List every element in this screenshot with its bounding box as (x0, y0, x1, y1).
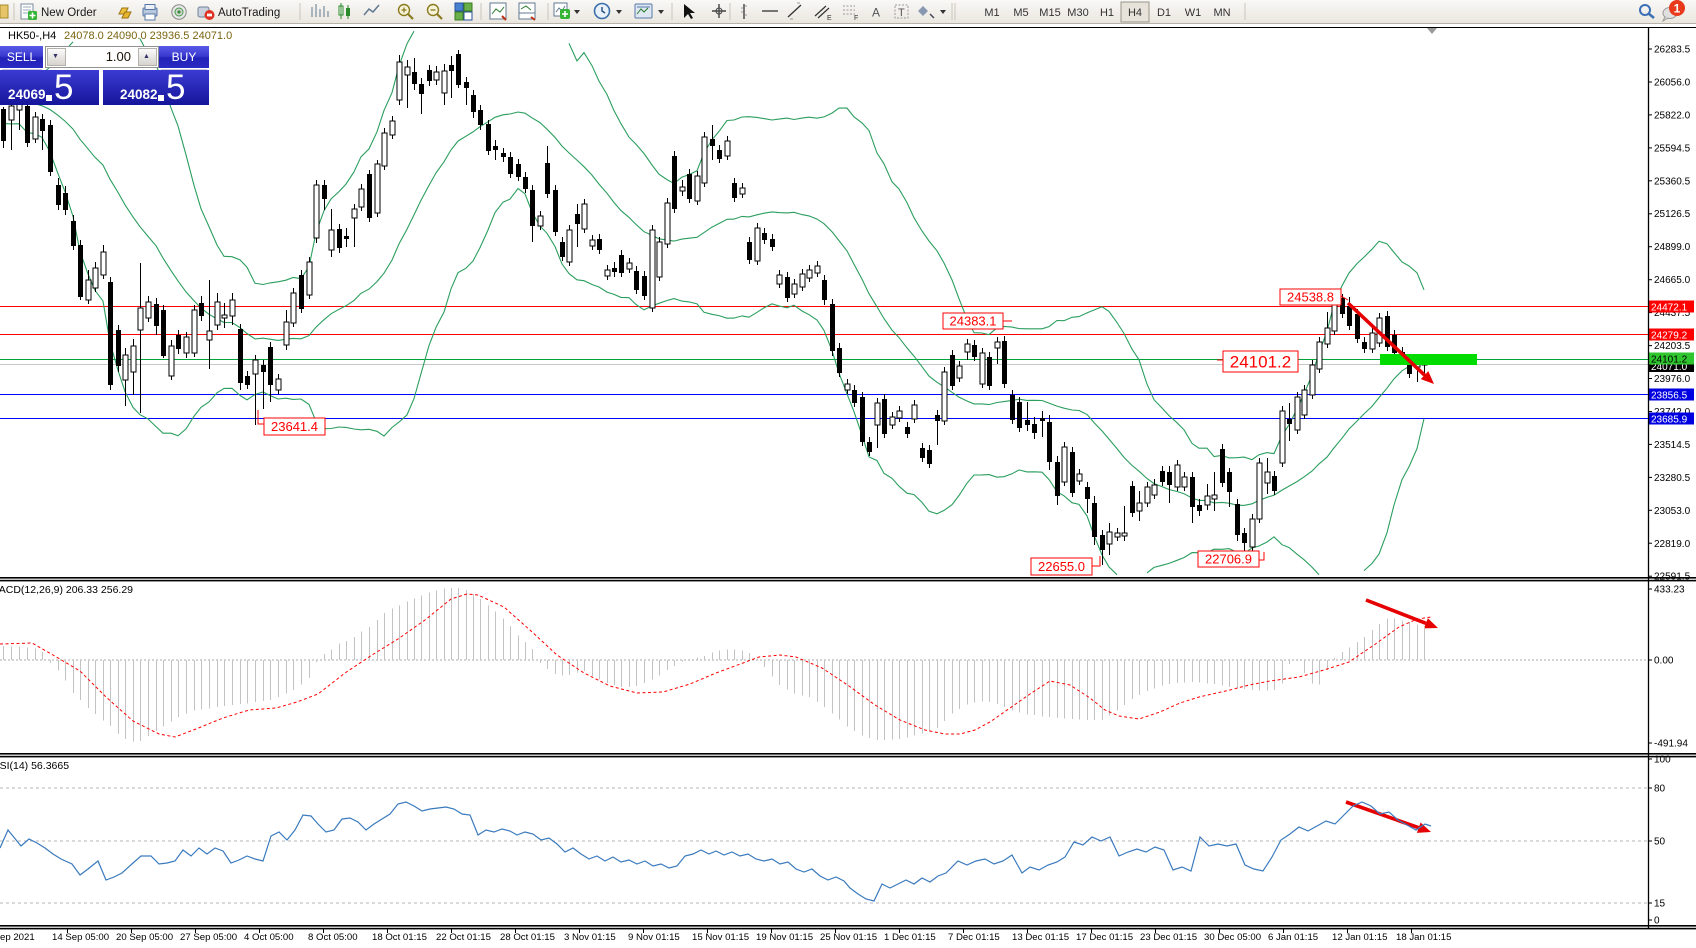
svg-text:13 Dec 01:15: 13 Dec 01:15 (1012, 932, 1069, 943)
svg-text:24665.0: 24665.0 (1654, 275, 1691, 286)
svg-text:14 Sep 05:00: 14 Sep 05:00 (52, 932, 109, 943)
svg-text:18 Oct 01:15: 18 Oct 01:15 (372, 932, 427, 943)
svg-text:23856.5: 23856.5 (1651, 390, 1688, 401)
svg-text:80: 80 (1654, 784, 1666, 795)
svg-text:RSI(14) 56.3665: RSI(14) 56.3665 (0, 760, 69, 772)
svg-text:4 Oct 05:00: 4 Oct 05:00 (244, 932, 294, 943)
svg-text:24538.8: 24538.8 (1287, 290, 1334, 305)
svg-text:25126.5: 25126.5 (1654, 209, 1691, 220)
svg-text:H4: H4 (1128, 7, 1142, 19)
svg-text:MACD(12,26,9) 206.33 256.29: MACD(12,26,9) 206.33 256.29 (0, 584, 133, 596)
svg-text:100: 100 (1654, 755, 1671, 766)
svg-text:AutoTrading: AutoTrading (218, 7, 280, 19)
svg-text:6 Jan 01:15: 6 Jan 01:15 (1268, 932, 1318, 943)
svg-text:9 Nov 01:15: 9 Nov 01:15 (628, 932, 680, 943)
svg-text:1: 1 (1674, 2, 1681, 16)
svg-text:24071.0: 24071.0 (1651, 362, 1688, 373)
svg-text:19 Nov 01:15: 19 Nov 01:15 (756, 932, 813, 943)
svg-text:50: 50 (1654, 837, 1666, 848)
svg-text:24437.5: 24437.5 (1654, 308, 1691, 319)
svg-text:T: T (898, 7, 905, 19)
svg-text:30 Dec 05:00: 30 Dec 05:00 (1204, 932, 1261, 943)
svg-text:0: 0 (1654, 916, 1660, 927)
svg-text:1 Dec 01:15: 1 Dec 01:15 (884, 932, 936, 943)
svg-text:23514.5: 23514.5 (1654, 440, 1691, 451)
svg-text:8 Oct 05:00: 8 Oct 05:00 (308, 932, 358, 943)
svg-text:26283.5: 26283.5 (1654, 45, 1691, 56)
svg-text:M1: M1 (984, 7, 999, 19)
svg-text:25360.5: 25360.5 (1654, 176, 1691, 187)
svg-text:17 Dec 01:15: 17 Dec 01:15 (1076, 932, 1133, 943)
svg-text:7 Dec 01:15: 7 Dec 01:15 (948, 932, 1000, 943)
svg-text:20 Sep 05:00: 20 Sep 05:00 (116, 932, 173, 943)
svg-text:23641.4: 23641.4 (271, 419, 318, 434)
svg-text:23280.5: 23280.5 (1654, 473, 1691, 484)
svg-text:25594.5: 25594.5 (1654, 143, 1691, 154)
svg-text:New Order: New Order (41, 7, 97, 19)
svg-text:W1: W1 (1185, 7, 1202, 19)
svg-text:24101.2: 24101.2 (1230, 353, 1291, 372)
svg-text:433.23: 433.23 (1654, 585, 1685, 596)
svg-text:3 Nov 01:15: 3 Nov 01:15 (564, 932, 616, 943)
svg-text:24203.5: 24203.5 (1654, 341, 1691, 352)
svg-text:24101.2: 24101.2 (1651, 354, 1688, 365)
svg-text:-491.94: -491.94 (1654, 739, 1688, 750)
svg-text:HK50-,H4: HK50-,H4 (8, 30, 56, 42)
svg-text:24899.0: 24899.0 (1654, 242, 1691, 253)
svg-text:23 Dec 01:15: 23 Dec 01:15 (1140, 932, 1197, 943)
svg-text:24383.1: 24383.1 (950, 314, 997, 329)
svg-text:24279.2: 24279.2 (1651, 330, 1688, 341)
svg-text:H1: H1 (1100, 7, 1114, 19)
svg-text:18 Jan 01:15: 18 Jan 01:15 (1396, 932, 1451, 943)
svg-text:27 Sep 05:00: 27 Sep 05:00 (180, 932, 237, 943)
svg-text:12 Jan 01:15: 12 Jan 01:15 (1332, 932, 1387, 943)
svg-text:26056.0: 26056.0 (1654, 78, 1691, 89)
svg-text:25822.0: 25822.0 (1654, 110, 1691, 121)
svg-text:22819.0: 22819.0 (1654, 539, 1691, 550)
svg-text:23685.9: 23685.9 (1651, 414, 1688, 425)
svg-text:ep 2021: ep 2021 (0, 932, 35, 943)
svg-text:0.00: 0.00 (1654, 656, 1674, 667)
svg-text:D1: D1 (1157, 7, 1171, 19)
svg-text:MN: MN (1213, 7, 1230, 19)
svg-text:24078.0 24090.0 23936.5 24071.: 24078.0 24090.0 23936.5 24071.0 (64, 30, 232, 42)
svg-text:23053.0: 23053.0 (1654, 506, 1691, 517)
svg-text:F: F (854, 15, 858, 22)
svg-text:28 Oct 01:15: 28 Oct 01:15 (500, 932, 555, 943)
svg-text:M5: M5 (1013, 7, 1028, 19)
svg-text:23976.0: 23976.0 (1654, 374, 1691, 385)
svg-text:A: A (872, 6, 880, 20)
svg-text:E: E (827, 15, 832, 22)
svg-text:25 Nov 01:15: 25 Nov 01:15 (820, 932, 877, 943)
svg-text:22 Oct 01:15: 22 Oct 01:15 (436, 932, 491, 943)
svg-text:15 Nov 01:15: 15 Nov 01:15 (692, 932, 749, 943)
svg-text:22655.0: 22655.0 (1038, 559, 1085, 574)
svg-text:24472.1: 24472.1 (1651, 302, 1688, 313)
svg-text:M30: M30 (1067, 7, 1088, 19)
svg-text:22706.9: 22706.9 (1205, 552, 1252, 567)
svg-text:15: 15 (1654, 899, 1666, 910)
svg-text:M15: M15 (1039, 7, 1060, 19)
